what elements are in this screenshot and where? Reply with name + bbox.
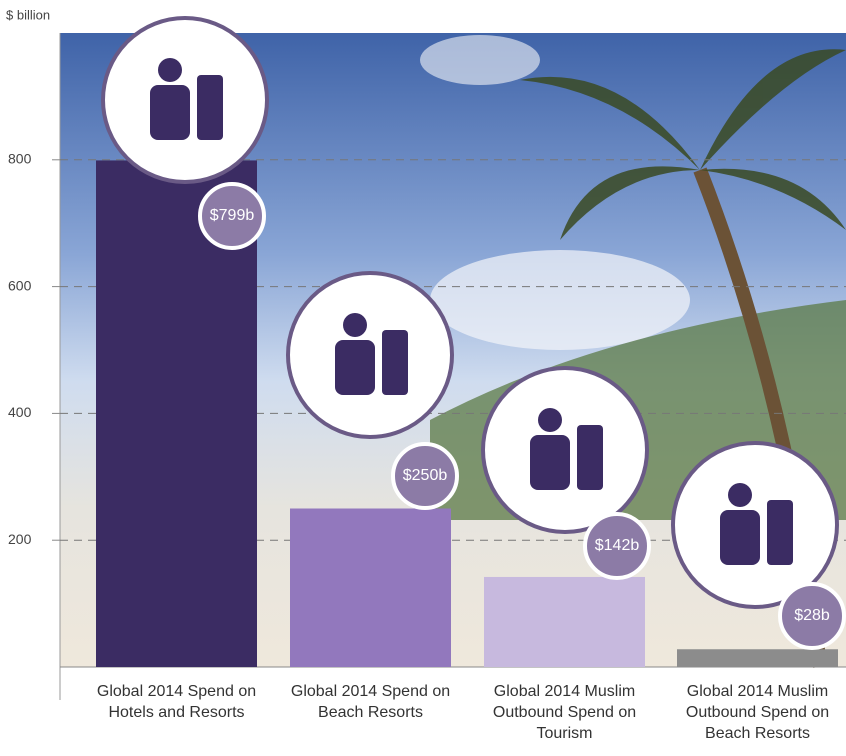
y-tick-label: 800: [8, 151, 32, 167]
bar: [290, 509, 451, 668]
icon-figure: [538, 408, 562, 432]
icon-figure: [335, 340, 375, 395]
value-label: $28b: [794, 607, 830, 624]
icon-figure: [577, 425, 603, 490]
icon-figure: [150, 85, 190, 140]
y-tick-label: 200: [8, 531, 32, 547]
icon-figure: [382, 330, 408, 395]
bar: [484, 577, 645, 667]
cloud: [420, 35, 540, 85]
bar: [677, 649, 838, 667]
value-label: $250b: [403, 467, 448, 484]
y-tick-label: 600: [8, 277, 32, 293]
chart: $ billion 200 400 600 800 $799b Global 2014 …: [0, 0, 846, 756]
y-tick-label: 400: [8, 404, 32, 420]
icon-figure: [343, 313, 367, 337]
value-label: $799b: [210, 207, 255, 224]
icon-figure: [720, 510, 760, 565]
cloud: [430, 250, 690, 350]
icon-figure: [728, 483, 752, 507]
icon-figure: [530, 435, 570, 490]
value-label: $142b: [595, 537, 640, 554]
icon-figure: [197, 75, 223, 140]
icon-figure: [158, 58, 182, 82]
y-axis-label: $ billion: [6, 7, 50, 22]
icon-figure: [767, 500, 793, 565]
